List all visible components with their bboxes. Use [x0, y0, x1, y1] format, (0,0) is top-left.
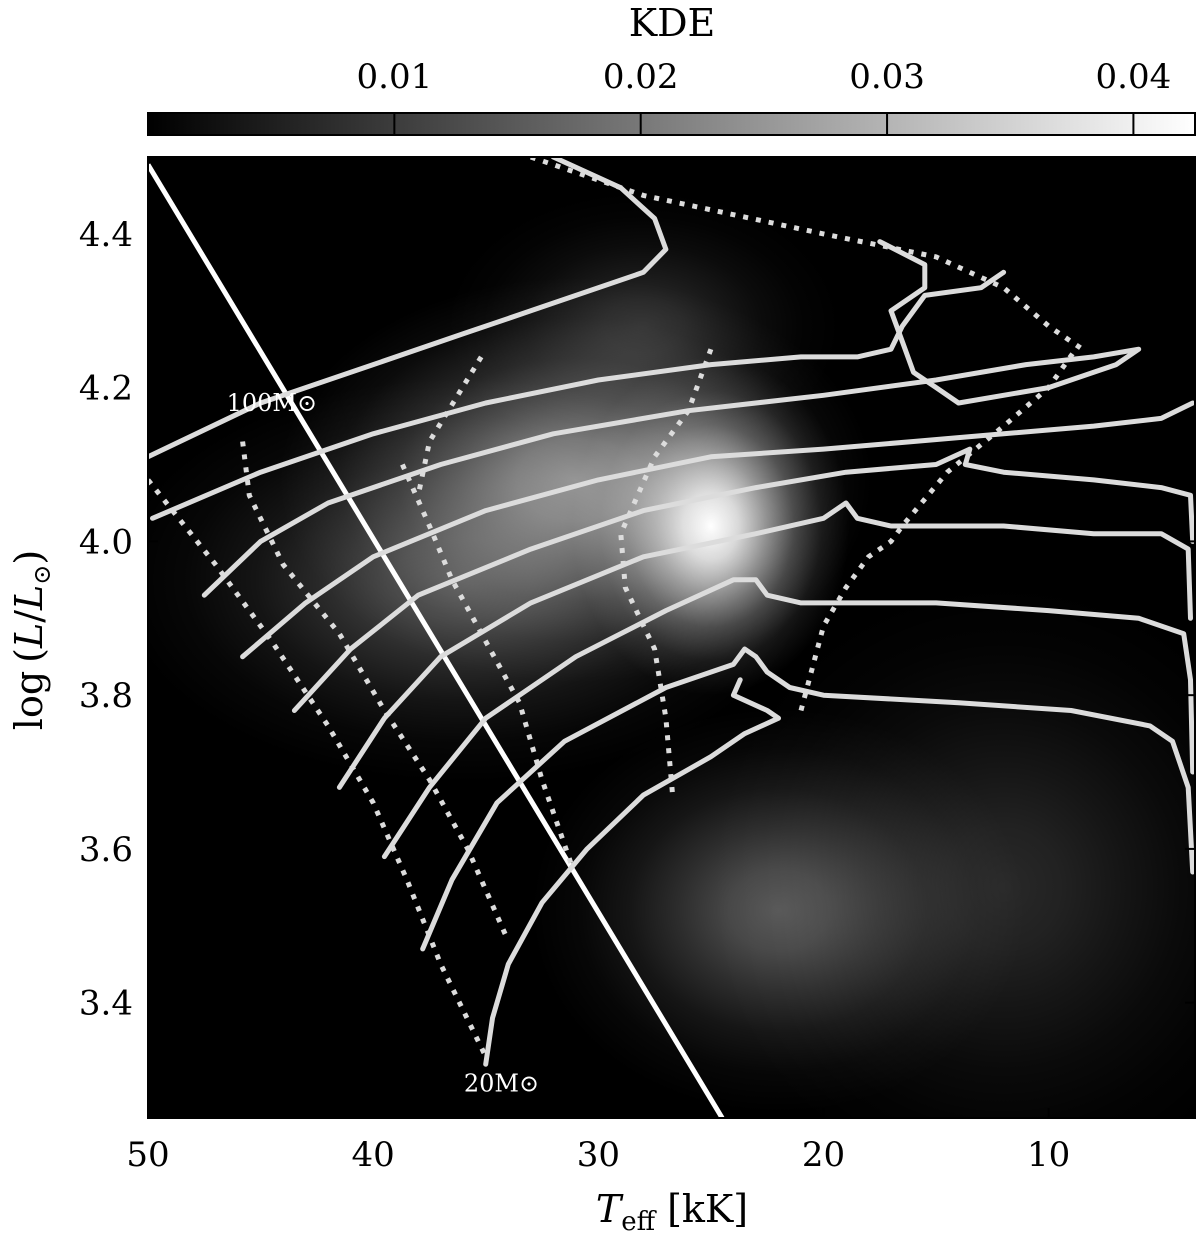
- x-tick-label: 50: [126, 1135, 169, 1175]
- y-tick-label: 3.6: [79, 830, 133, 870]
- colorbar-tick-label: 0.01: [357, 57, 433, 97]
- x-axis-title: Teff [kK]: [596, 1187, 748, 1237]
- evolutionary-track: [150, 269, 1007, 521]
- mass-annotations: 100M⊙ 20M⊙: [227, 389, 540, 1097]
- colorbar-tick-labels: 0.01 0.02 0.03 0.04: [357, 57, 1172, 97]
- x-axis-ticks: 50 40 30 20 10: [126, 157, 1070, 1175]
- evolutionary-track: [240, 400, 1195, 660]
- evolutionary-track: [420, 646, 1195, 952]
- y-tick-label: 3.4: [79, 984, 133, 1024]
- mass-label: 20M⊙: [464, 1069, 539, 1097]
- x-tick-label: 40: [352, 1135, 395, 1175]
- evolutionary-track: [381, 577, 1195, 860]
- y-tick-label: 4.4: [79, 215, 133, 255]
- kde-blob: [445, 190, 842, 462]
- evolutionary-track: [336, 500, 1193, 790]
- y-tick-label: 3.8: [79, 676, 133, 716]
- kde-blob: [706, 583, 1195, 1118]
- y-tick-label: 4.0: [79, 522, 133, 562]
- plot-frame: [147, 156, 1196, 1119]
- evolutionary-track: [201, 239, 1142, 598]
- colorbar-bar: [147, 112, 1196, 136]
- isochrone: [529, 157, 1084, 352]
- y-tick-label: 4.2: [79, 369, 133, 409]
- mass-label: 100M⊙: [227, 389, 318, 417]
- x-tick-label: 30: [577, 1135, 620, 1175]
- colorbar-tick-label: 0.02: [603, 57, 679, 97]
- diagonal-line: [148, 163, 725, 1118]
- plot-area: 100M⊙ 20M⊙: [147, 156, 1196, 1119]
- colorbar-tick-label: 0.04: [1096, 57, 1172, 97]
- evolutionary-track: [483, 677, 781, 1067]
- colorbar-tick-label: 0.03: [849, 57, 925, 97]
- evolutionary-track: [148, 157, 669, 460]
- x-tick-label: 20: [802, 1135, 845, 1175]
- diagonal-line-layer: [148, 163, 725, 1118]
- y-axis-title: log(L/L⊙): [7, 550, 56, 730]
- x-tick-label: 10: [1027, 1135, 1070, 1175]
- isochrone: [240, 441, 511, 943]
- colorbar: KDE 0.01 0.02 0.03 0.04: [147, 1, 1196, 136]
- colorbar-ticks: [393, 113, 1135, 135]
- evolutionary-tracks: [148, 157, 1195, 1067]
- evolutionary-track: [291, 446, 1195, 713]
- isochrone: [400, 463, 574, 866]
- y-axis-ticks: 3.4 3.6 3.8 4.0 4.2 4.4: [79, 215, 1195, 1024]
- isochrones: [148, 157, 1084, 1058]
- colorbar-label: KDE: [629, 1, 716, 45]
